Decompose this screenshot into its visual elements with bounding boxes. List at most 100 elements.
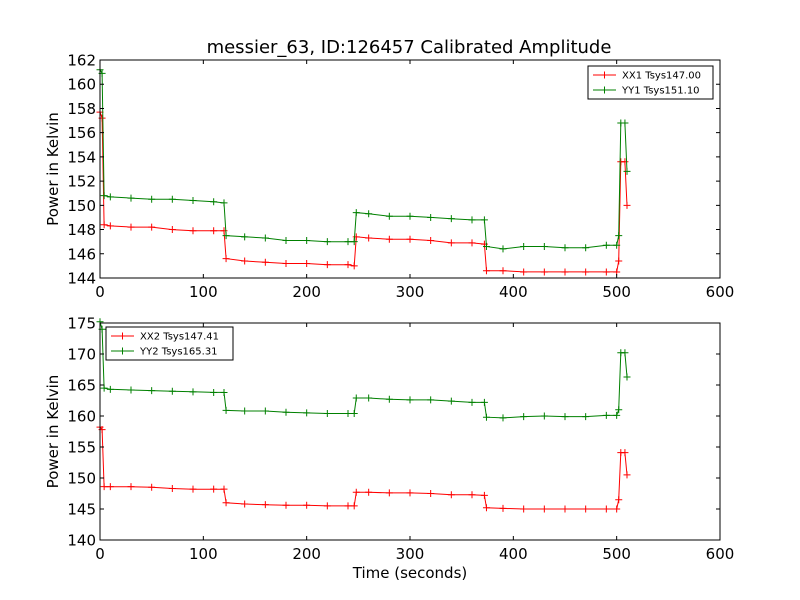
data-point — [623, 201, 631, 209]
data-point — [582, 413, 590, 421]
series-2-1 — [96, 423, 631, 513]
data-point — [615, 406, 623, 414]
data-point — [148, 483, 156, 491]
data-point — [427, 236, 435, 244]
series-line — [99, 426, 628, 510]
data-point — [344, 410, 352, 418]
data-point — [106, 222, 114, 230]
x-tick-label: 600 — [706, 545, 735, 563]
x-tick-label: 500 — [602, 283, 631, 301]
data-point — [222, 255, 230, 263]
data-point — [323, 261, 331, 269]
data-point — [499, 504, 507, 512]
x-tick-label: 100 — [189, 283, 218, 301]
data-point — [100, 221, 108, 229]
y-tick-label: 154 — [67, 148, 96, 166]
x-tick-label: 300 — [396, 283, 425, 301]
data-point — [621, 158, 629, 166]
x-tick-label: 200 — [292, 545, 321, 563]
data-point — [406, 212, 414, 220]
data-point — [352, 488, 360, 496]
data-point — [447, 491, 455, 499]
data-point — [385, 212, 393, 220]
data-point — [350, 262, 358, 270]
data-point — [241, 407, 249, 415]
data-point — [447, 215, 455, 223]
data-point — [303, 259, 311, 267]
data-point — [282, 501, 290, 509]
data-point — [241, 500, 249, 508]
y-tick-label: 155 — [67, 439, 96, 457]
x-axis-label: Time (seconds) — [352, 564, 468, 582]
x-tick-label: 600 — [706, 283, 735, 301]
data-point — [350, 502, 358, 510]
data-point — [482, 267, 490, 275]
data-point — [468, 491, 476, 499]
data-point — [615, 232, 623, 240]
data-point — [427, 213, 435, 221]
data-point — [222, 406, 230, 414]
data-point — [520, 268, 528, 276]
data-point — [220, 388, 228, 396]
data-point — [100, 384, 108, 392]
y-tick-label: 160 — [67, 408, 96, 426]
data-point — [303, 409, 311, 417]
legend-marker — [601, 71, 608, 79]
legend-label: XX2 Tsys147.41 — [140, 332, 219, 343]
data-point — [365, 210, 373, 218]
y-tick-label: 170 — [67, 346, 96, 364]
data-point — [613, 411, 621, 419]
data-point — [352, 233, 360, 241]
series-2-2 — [96, 318, 631, 422]
x-tick-label: 0 — [95, 545, 105, 563]
data-point — [106, 385, 114, 393]
data-point — [480, 491, 488, 499]
y-tick-label: 156 — [67, 124, 96, 142]
data-point — [220, 199, 228, 207]
data-point — [385, 395, 393, 403]
data-point — [561, 268, 569, 276]
subplot-2: 0 100 200 300 400 500 600 140 145 150 155 160 165 170… — [44, 315, 734, 583]
data-point — [261, 234, 269, 242]
data-point — [385, 489, 393, 497]
data-point — [261, 258, 269, 266]
legend-marker — [119, 347, 126, 355]
data-point — [623, 167, 631, 175]
data-point — [282, 236, 290, 244]
data-point — [210, 485, 218, 493]
data-point — [602, 411, 610, 419]
plot-area: 0 100 200 300 400 500 600 144 146 148 150 152 154 156… — [44, 52, 734, 583]
data-point — [127, 223, 135, 231]
data-point — [540, 412, 548, 420]
data-point — [623, 373, 631, 381]
data-point — [365, 488, 373, 496]
data-point — [168, 226, 176, 234]
data-point — [406, 489, 414, 497]
data-point — [261, 501, 269, 509]
data-point — [385, 235, 393, 243]
data-point — [127, 194, 135, 202]
data-point — [222, 499, 230, 507]
data-point — [520, 243, 528, 251]
data-point — [480, 398, 488, 406]
data-point — [615, 496, 623, 504]
data-point — [210, 227, 218, 235]
data-point — [540, 268, 548, 276]
data-point — [241, 233, 249, 241]
data-point — [148, 195, 156, 203]
data-point — [148, 387, 156, 395]
y-axis-label: Power in Kelvin — [44, 375, 62, 489]
data-point — [582, 244, 590, 252]
data-point — [468, 398, 476, 406]
data-point — [540, 243, 548, 251]
y-tick-label: 160 — [67, 76, 96, 94]
data-point — [168, 387, 176, 395]
data-point — [100, 192, 108, 200]
legend-box — [587, 65, 714, 100]
data-point — [303, 501, 311, 509]
data-point — [427, 490, 435, 497]
data-point — [220, 485, 228, 493]
data-point — [323, 238, 331, 246]
y-tick-label: 145 — [67, 501, 96, 519]
